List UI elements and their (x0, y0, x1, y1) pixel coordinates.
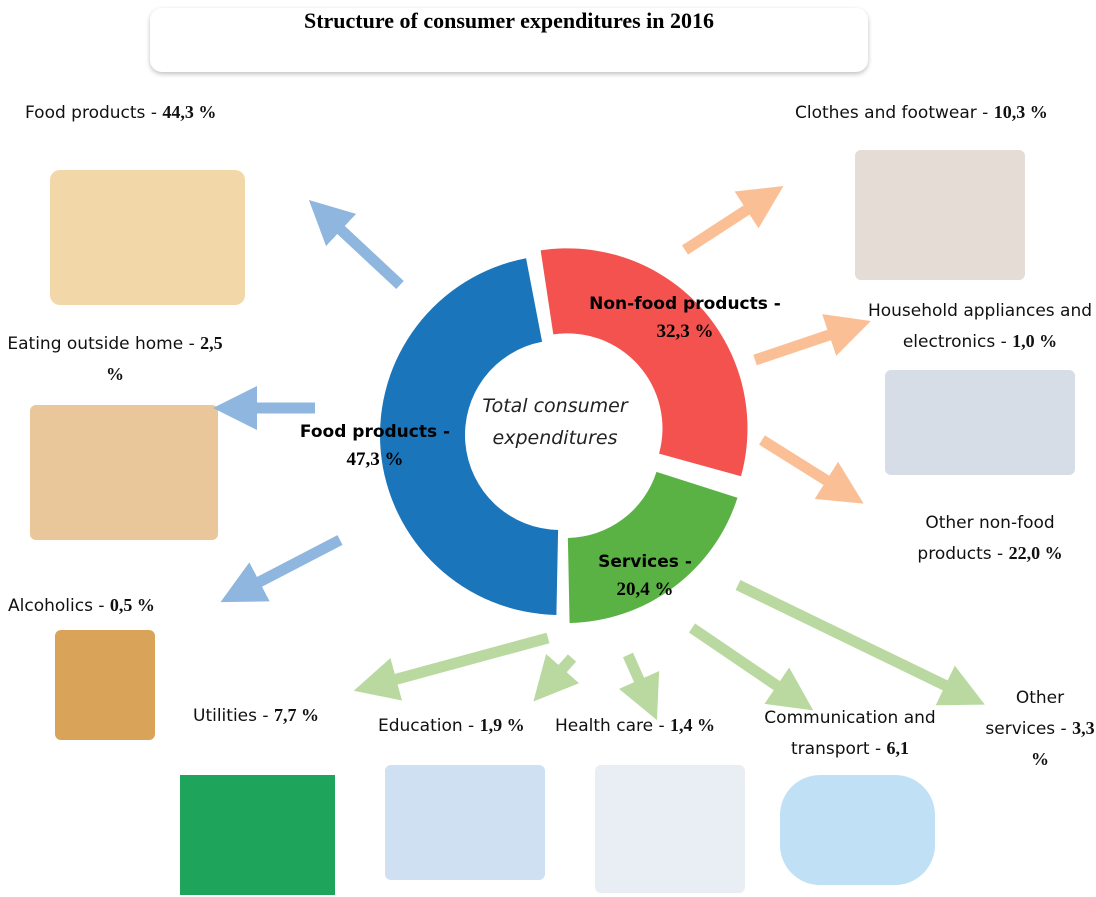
detail-label: Clothes and footwear - 10,3 % (795, 97, 1095, 128)
detail-value: 6,1 (887, 738, 910, 758)
center-label: Total consumer expenditures (450, 390, 660, 454)
segment-label: Services - 20,4 % (545, 548, 745, 604)
segment-value: 32,3 % (657, 321, 714, 342)
detail-label: Other non-food products - 22,0 % (895, 508, 1085, 569)
arrow (548, 658, 572, 685)
detail-name: Alcoholics - (8, 596, 104, 616)
segment-label: Non-food products - 32,3 % (585, 290, 785, 346)
arrow (325, 215, 400, 285)
detail-label: Health care - 1,4 % (555, 710, 755, 741)
detail-value: 1,0 % (1012, 331, 1057, 351)
arrow (762, 440, 845, 492)
clothes-picture (855, 150, 1025, 280)
detail-label: Communication and transport - 6,1 (755, 703, 945, 764)
segment-name: Non-food products - (589, 294, 781, 314)
segment-value: 47,3 % (347, 449, 404, 470)
arrow (685, 198, 765, 250)
education-picture (385, 765, 545, 880)
detail-value: 0,5 % (110, 595, 155, 615)
detail-name: Communication and transport - (764, 708, 935, 759)
segment-name: Food products - (300, 422, 450, 442)
infographic: Structure of consumer expenditures in 20… (0, 0, 1096, 897)
detail-value: 10,3 % (994, 102, 1048, 122)
segment-value: 20,4 % (617, 579, 674, 600)
arrow (692, 628, 795, 698)
fastfood-picture (30, 405, 218, 540)
segment-name: Services - (598, 552, 692, 572)
detail-name: Food products - (25, 103, 157, 123)
alcohol-picture (55, 630, 155, 740)
detail-value: 7,7 % (274, 705, 319, 725)
detail-label: Education - 1,9 % (378, 710, 558, 741)
detail-name: Utilities - (193, 706, 269, 726)
transport-picture (780, 775, 935, 885)
appliances-picture (885, 370, 1075, 475)
detail-value: 1,9 % (480, 715, 525, 735)
detail-value: 22,0 % (1009, 543, 1063, 563)
food-basket-picture (50, 170, 245, 305)
title: Structure of consumer expenditures in 20… (150, 8, 868, 72)
detail-label: Utilities - 7,7 % (193, 700, 353, 731)
detail-label: Alcoholics - 0,5 % (8, 590, 208, 621)
detail-label: Household appliances and electronics - 1… (860, 296, 1096, 357)
arrow (240, 540, 340, 592)
detail-value: 44,3 % (162, 102, 216, 122)
detail-name: Health care - (555, 716, 665, 736)
detail-label: Food products - 44,3 % (25, 97, 285, 128)
arrow (628, 655, 648, 700)
utilities-picture (180, 775, 335, 895)
detail-name: Eating outside home - (7, 334, 194, 354)
detail-name: Other services - (985, 688, 1066, 739)
segment-label: Food products - 47,3 % (275, 418, 475, 474)
arrow (375, 638, 548, 685)
health-picture (595, 765, 745, 893)
detail-label: Eating outside home - 2,5 % (5, 328, 225, 390)
detail-name: Education - (378, 716, 474, 736)
detail-name: Clothes and footwear - (795, 103, 988, 123)
detail-label: Other services - 3,3 % (985, 683, 1095, 775)
detail-name: Household appliances and electronics - (868, 301, 1092, 352)
detail-value: 1,4 % (670, 715, 715, 735)
